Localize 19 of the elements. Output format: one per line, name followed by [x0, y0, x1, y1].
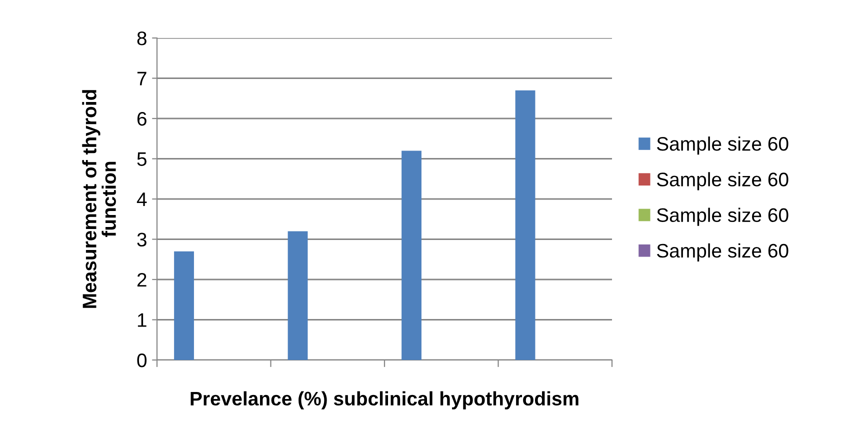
y-tick-label: 6: [137, 112, 146, 126]
bar: [174, 251, 194, 360]
bar: [288, 231, 308, 360]
y-tick-label: 4: [136, 192, 147, 206]
legend-label: Sample size 60: [656, 243, 788, 262]
y-tick-label: 7: [137, 72, 146, 86]
bar: [515, 90, 536, 360]
legend-label: Sample size 60: [656, 136, 788, 155]
bar: [402, 150, 422, 360]
legend-label: Sample size 60: [656, 208, 788, 226]
y-tick-label: 0: [137, 353, 147, 368]
y-tick-label: 2: [137, 272, 146, 287]
y-tick-label: 1: [138, 313, 146, 327]
legend-label: Sample size 60: [656, 172, 788, 190]
x-axis-title: Prevelance (%) subclinical hypothyrodism: [190, 391, 578, 410]
y-tick-label: 5: [137, 152, 146, 166]
y-tick-label: 3: [137, 232, 146, 246]
y-tick-label: 8: [137, 31, 146, 46]
y-axis-title: Measurement of thyroid function: [82, 90, 116, 308]
